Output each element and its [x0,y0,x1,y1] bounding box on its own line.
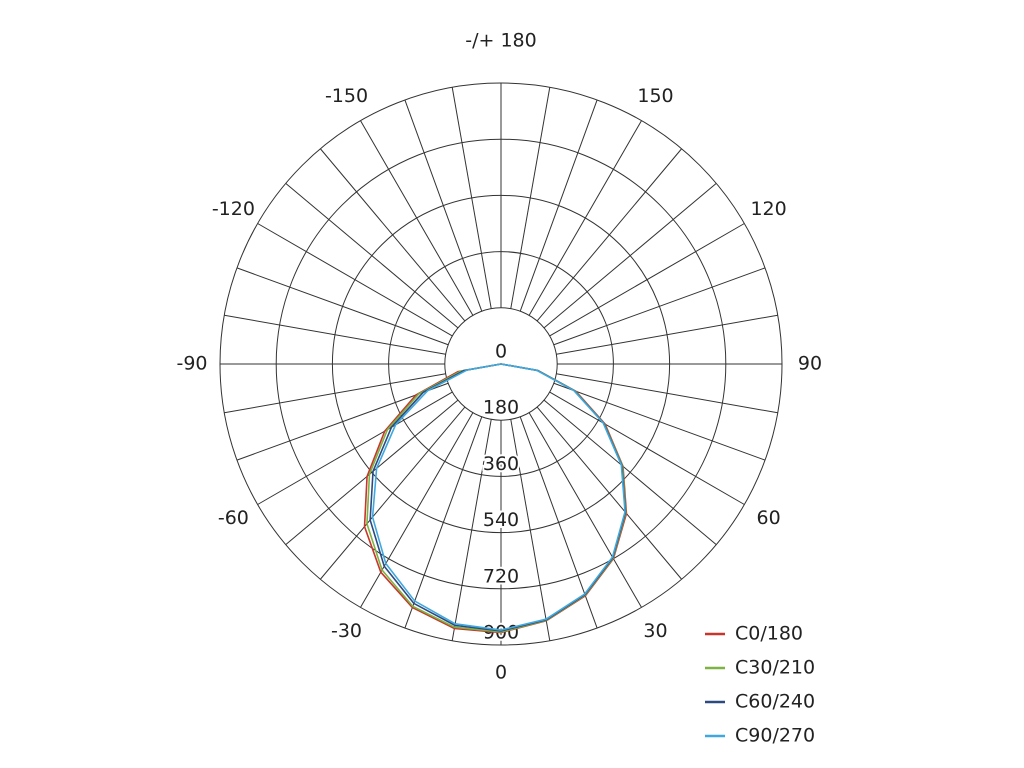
angle-tick-label: 120 [750,198,786,220]
r-tick-label: 180 [483,397,519,419]
angle-tick-label: -30 [331,620,362,642]
grid-spoke [319,406,466,580]
r-tick-label: 900 [483,622,519,644]
grid-spoke [510,419,551,641]
grid-spoke [319,148,466,322]
angle-tick-label: 150 [637,85,673,107]
grid-spoke [257,391,453,505]
grid-spoke [519,99,598,312]
grid-spoke [360,120,474,316]
grid-spoke [556,314,778,355]
r-tick-label: 360 [483,453,519,475]
grid-spoke [528,120,642,316]
grid-spoke [553,382,766,461]
grid-spoke [224,314,446,355]
r-tick-label: 0 [495,341,507,363]
angle-tick-label: -90 [176,353,207,375]
angle-tick-label: -60 [218,507,249,529]
grid-spoke [543,182,717,329]
r-tick-label: 720 [483,565,519,587]
legend-label: C60/240 [735,691,815,713]
grid-spoke [404,416,483,629]
r-tick-label: 540 [483,509,519,531]
series-line [371,363,626,631]
legend-label: C90/270 [735,725,815,747]
grid-spoke [285,182,459,329]
grid-spoke [553,267,766,346]
grid-spoke [451,87,492,309]
grid-spoke [236,382,449,461]
legend-label: C0/180 [735,623,803,645]
grid-spoke [536,148,683,322]
grid-spoke [285,399,459,546]
grid-spoke [404,99,483,312]
angle-tick-label: 90 [798,353,822,375]
grid-spoke [519,416,598,629]
angle-tick-label: -/+ 180 [465,30,536,52]
angle-tick-label: 60 [757,507,781,529]
angle-tick-label: 0 [495,662,507,684]
grid-spoke [549,391,745,505]
angle-tick-label: -150 [325,85,368,107]
grid-spoke [543,399,717,546]
grid-spoke [528,412,642,608]
grid-spoke [360,412,474,608]
angle-tick-label: -120 [212,198,255,220]
legend-label: C30/210 [735,657,815,679]
grid-spoke [536,406,683,580]
grid-spoke [236,267,449,346]
grid-spoke [510,87,551,309]
grid-spoke [257,223,453,337]
grid-spoke [549,223,745,337]
angle-tick-label: 30 [643,620,667,642]
grid-spoke [451,419,492,641]
grid-spoke [224,373,446,414]
grid-spoke [556,373,778,414]
